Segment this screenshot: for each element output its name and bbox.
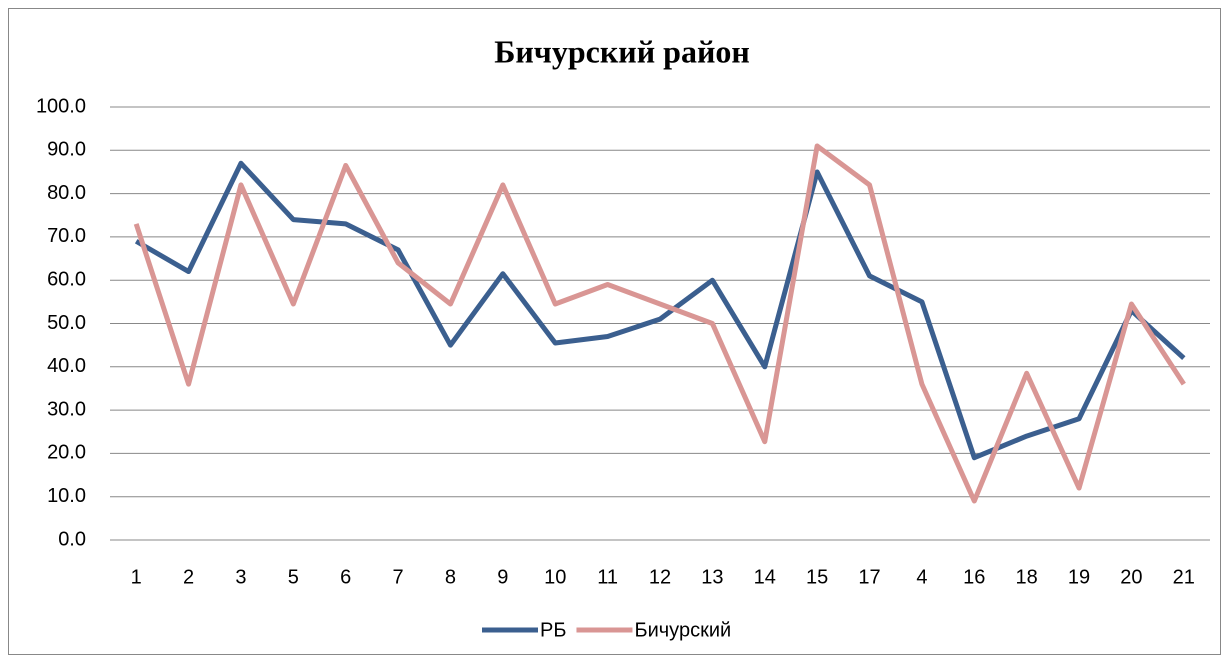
y-tick-label: 70.0	[47, 225, 86, 247]
chart-border	[8, 8, 1221, 655]
y-tick-label: 30.0	[47, 398, 86, 420]
y-tick-label: 40.0	[47, 355, 86, 377]
y-tick-label: 90.0	[47, 139, 86, 161]
x-tick-label: 16	[963, 566, 985, 588]
x-tick-label: 19	[1068, 566, 1090, 588]
x-tick-label: 13	[701, 566, 723, 588]
series-line	[133, 143, 1186, 504]
y-tick-label: 10.0	[47, 485, 86, 507]
x-tick-label: 20	[1120, 566, 1142, 588]
x-tick-label: 9	[497, 566, 508, 588]
x-tick-label: 5	[288, 566, 299, 588]
x-tick-label: 11	[597, 566, 618, 588]
x-tick-label: 15	[806, 566, 828, 588]
x-tick-label: 8	[445, 566, 456, 588]
y-tick-label: 0.0	[58, 528, 86, 550]
x-tick-label: 3	[235, 566, 246, 588]
y-tick-label: 20.0	[47, 442, 86, 464]
x-tick-label: 18	[1016, 566, 1038, 588]
x-tick-label: 6	[340, 566, 351, 588]
chart-title: Бичурский район	[494, 33, 750, 69]
x-tick-label: 1	[131, 566, 142, 588]
x-tick-label: 2	[183, 566, 194, 588]
series-line	[134, 160, 1186, 461]
y-tick-label: 100.0	[36, 95, 86, 117]
y-tick-label: 60.0	[47, 268, 86, 290]
legend-label: Бичурский	[634, 619, 731, 641]
legend-label: РБ	[540, 619, 566, 641]
x-tick-label: 21	[1173, 566, 1195, 588]
x-tick-label: 7	[393, 566, 404, 588]
y-tick-label: 50.0	[47, 312, 86, 334]
y-tick-label: 80.0	[47, 182, 86, 204]
x-tick-label: 4	[916, 566, 927, 588]
x-tick-label: 17	[858, 566, 880, 588]
x-tick-label: 10	[544, 566, 566, 588]
x-tick-label: 12	[649, 566, 671, 588]
x-tick-label: 14	[754, 566, 776, 588]
